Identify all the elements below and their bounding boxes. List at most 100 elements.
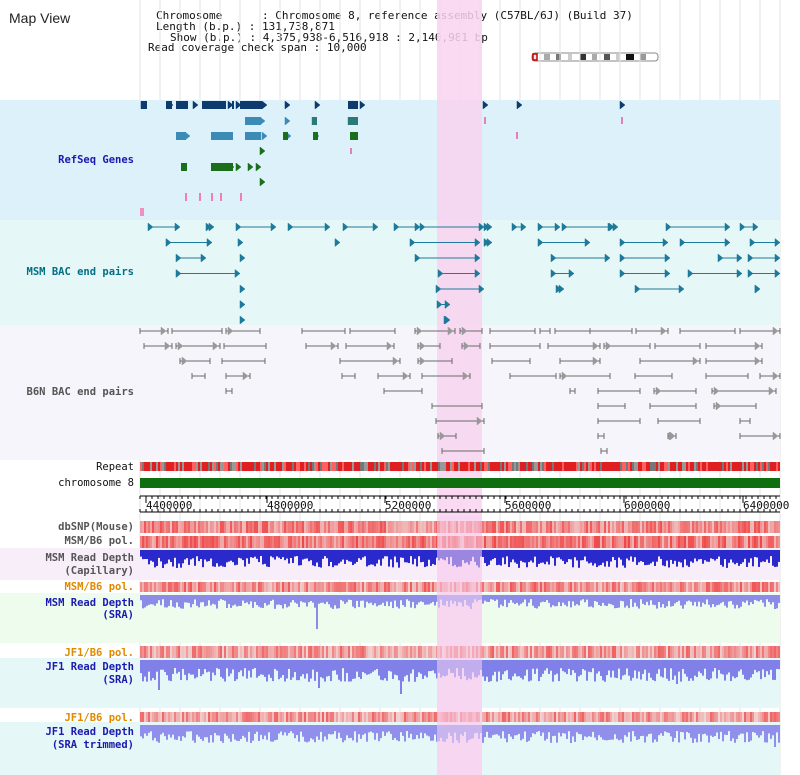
repeat-seg — [482, 462, 484, 471]
depth-bar — [356, 660, 358, 672]
heatmap-cell — [250, 712, 252, 722]
repeat-seg — [264, 462, 266, 471]
heatmap-cell — [634, 712, 636, 722]
heatmap-cell — [586, 536, 588, 548]
heatmap-cell — [362, 646, 364, 658]
depth-bar — [714, 595, 716, 607]
gene-arrow — [177, 341, 184, 351]
depth-bar — [254, 595, 256, 602]
depth-bar — [214, 725, 216, 734]
heatmap-cell — [262, 646, 264, 658]
depth-bar — [312, 660, 314, 670]
heatmap-cell — [428, 582, 430, 592]
gene-arrow — [550, 268, 557, 279]
heatmap-cell — [290, 536, 292, 548]
gene-arrow — [713, 386, 720, 396]
depth-bar — [704, 725, 706, 734]
heatmap-cell — [292, 646, 294, 658]
depth-bar — [316, 660, 318, 672]
heatmap-cell — [342, 582, 344, 592]
heatmap-cell — [560, 712, 562, 722]
repeat-seg — [236, 462, 238, 471]
depth-bar — [750, 725, 752, 741]
repeat-seg — [248, 462, 250, 471]
heatmap-cell — [178, 582, 180, 592]
repeat-seg — [546, 462, 548, 471]
heatmap-cell — [626, 646, 628, 658]
heatmap-cell — [336, 536, 338, 548]
heatmap-cell — [634, 582, 636, 592]
heatmap-cell — [354, 712, 356, 722]
depth-bar — [178, 725, 180, 737]
depth-bar — [702, 550, 704, 564]
heatmap-cell — [616, 582, 618, 592]
heatmap-cell — [280, 712, 282, 722]
depth-bar — [332, 725, 334, 735]
depth-bar — [686, 725, 688, 732]
heatmap-cell — [696, 646, 698, 658]
heatmap-cell — [558, 582, 560, 592]
heatmap-cell — [750, 582, 752, 592]
heatmap-cell — [160, 536, 162, 548]
heatmap-cell — [736, 712, 738, 722]
heatmap-cell — [638, 646, 640, 658]
repeat-seg — [584, 462, 586, 471]
gene-arrow — [774, 253, 781, 263]
heatmap-cell — [168, 712, 170, 722]
repeat-seg — [484, 462, 486, 471]
heatmap-cell — [182, 582, 184, 592]
heatmap-cell — [312, 712, 314, 722]
heatmap-cell — [422, 536, 424, 548]
heatmap-cell — [378, 646, 380, 658]
depth-bar — [148, 660, 150, 672]
heatmap-cell — [222, 536, 224, 548]
heatmap-cell — [230, 712, 232, 722]
heatmap-cell — [700, 521, 702, 533]
depth-bar — [402, 550, 404, 558]
heatmap-cell — [596, 582, 598, 592]
heatmap-cell — [766, 521, 768, 533]
depth-bar — [610, 660, 612, 678]
depth-bar — [428, 550, 430, 560]
gene-arrow — [416, 326, 423, 336]
depth-bar — [240, 550, 242, 559]
chromosome-ideogram[interactable] — [530, 50, 662, 64]
heatmap-cell — [690, 521, 692, 533]
heatmap-cell — [268, 646, 270, 658]
coverage-label: Read coverage check span — [148, 41, 307, 54]
heatmap-cell — [142, 646, 144, 658]
repeat-seg — [724, 462, 726, 471]
heatmap-tracks — [140, 521, 780, 722]
gene-mark — [516, 132, 518, 139]
heatmap-cell — [314, 646, 316, 658]
depth-bar — [558, 725, 560, 733]
heatmap-cell — [374, 521, 376, 533]
depth-bar — [330, 660, 332, 682]
heatmap-cell — [148, 646, 150, 658]
heatmap-cell — [670, 521, 672, 533]
heatmap-cell — [602, 582, 604, 592]
gene-arrow — [181, 356, 188, 366]
depth-bar — [664, 550, 666, 567]
heatmap-cell — [212, 536, 214, 548]
repeat-seg — [410, 462, 412, 471]
repeat-seg — [678, 462, 680, 471]
depth-bar — [356, 595, 358, 601]
depth-bar — [376, 550, 378, 564]
depth-bar — [214, 660, 216, 676]
heatmap-cell — [390, 646, 392, 658]
repeat-seg — [684, 462, 686, 471]
heatmap-cell — [628, 536, 630, 548]
heatmap-cell — [728, 582, 730, 592]
heatmap-cell — [142, 521, 144, 533]
heatmap-cell — [566, 712, 568, 722]
gene-arrow — [754, 356, 761, 366]
depth-bar — [306, 550, 308, 559]
heatmap-cell — [730, 536, 732, 548]
depth-bar — [200, 595, 202, 603]
heatmap-cell — [258, 646, 260, 658]
heatmap-cell — [194, 712, 196, 722]
depth-bar — [348, 550, 350, 562]
heatmap-cell — [312, 536, 314, 548]
